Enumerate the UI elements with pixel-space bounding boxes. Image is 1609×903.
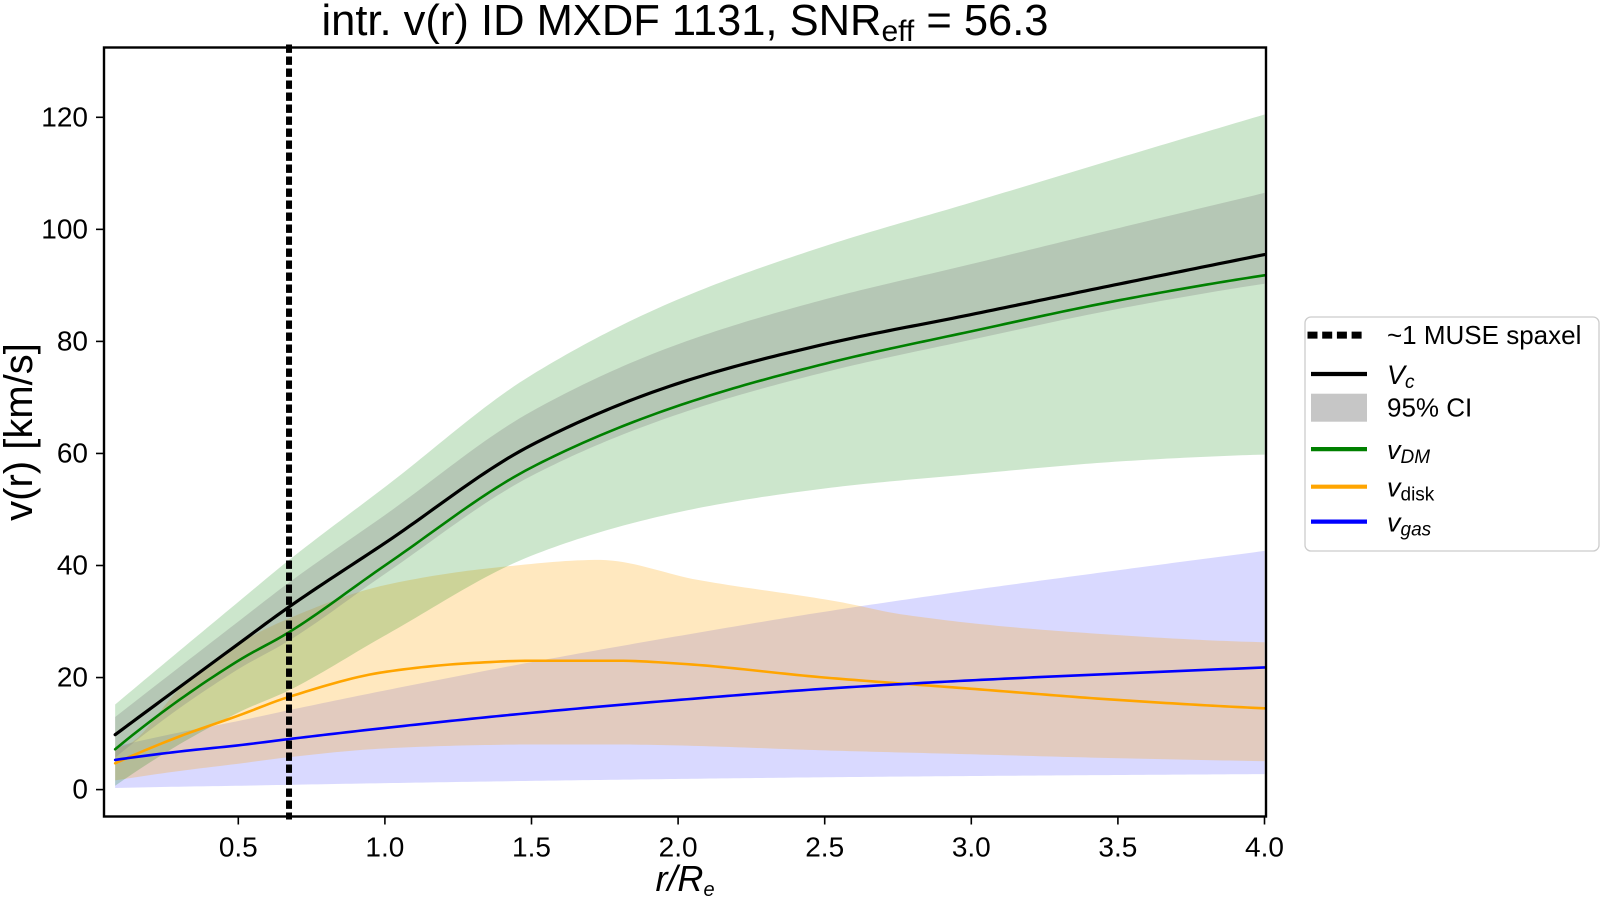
- svg-text:v(r) [km/s]: v(r) [km/s]: [0, 343, 41, 521]
- svg-text:3.0: 3.0: [952, 832, 991, 863]
- svg-text:120: 120: [41, 101, 88, 132]
- svg-text:40: 40: [57, 550, 88, 581]
- svg-text:20: 20: [57, 662, 88, 693]
- svg-text:95% CI: 95% CI: [1387, 393, 1472, 423]
- svg-text:3.5: 3.5: [1098, 832, 1137, 863]
- svg-text:60: 60: [57, 437, 88, 468]
- svg-text:80: 80: [57, 325, 88, 356]
- svg-text:0.5: 0.5: [219, 832, 258, 863]
- svg-text:1.5: 1.5: [512, 832, 551, 863]
- svg-text:r/Re: r/Re: [655, 858, 714, 901]
- svg-text:1.0: 1.0: [365, 832, 404, 863]
- svg-text:2.5: 2.5: [805, 832, 844, 863]
- svg-text:intr. v(r) ID MXDF 1131, SNRef: intr. v(r) ID MXDF 1131, SNReff = 56.3: [321, 0, 1048, 48]
- svg-text:~1 MUSE spaxel: ~1 MUSE spaxel: [1387, 320, 1581, 350]
- svg-text:0: 0: [72, 774, 88, 805]
- svg-text:4.0: 4.0: [1245, 832, 1284, 863]
- svg-text:100: 100: [41, 213, 88, 244]
